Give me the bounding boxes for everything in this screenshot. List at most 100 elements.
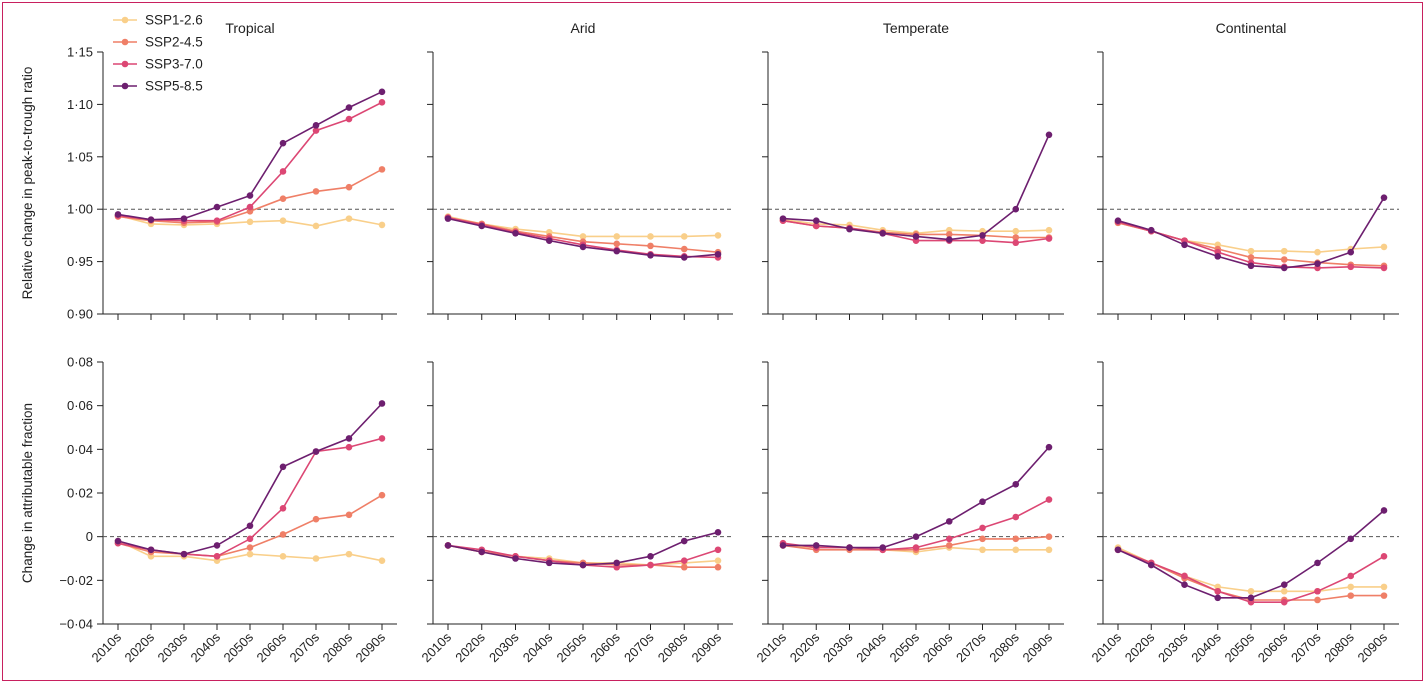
data-point-ssp5-8-5-arid-row-2 <box>613 559 621 567</box>
data-point-ssp3-7-0-tropical-row-2 <box>279 504 287 512</box>
data-point-ssp5-8-5-arid-row-2 <box>579 561 587 569</box>
x-tick-label: 2020s <box>787 629 823 665</box>
data-point-ssp3-7-0-temperate-row-2 <box>1012 513 1020 521</box>
data-point-ssp5-8-5-continental-row-1 <box>1247 262 1255 270</box>
data-point-ssp2-4-5-tropical-row-2 <box>312 515 320 523</box>
data-point-ssp5-8-5-continental-row-2 <box>1147 561 1155 569</box>
data-point-ssp5-8-5-temperate-row-1 <box>812 217 820 225</box>
data-point-ssp1-2-6-continental-row-1 <box>1280 247 1288 255</box>
data-point-ssp1-2-6-continental-row-2 <box>1280 587 1288 595</box>
x-tick-label: 2070s <box>953 629 989 665</box>
x-tick-label: 2060s <box>253 629 289 665</box>
x-tick-label: 2010s <box>753 629 789 665</box>
series-line-ssp5-8-5-tropical-row-1 <box>117 91 383 221</box>
data-point-ssp1-2-6-arid-row-1 <box>579 233 587 240</box>
data-point-ssp3-7-0-continental-row-2 <box>1380 553 1388 560</box>
data-point-ssp1-2-6-arid-row-1 <box>714 232 722 239</box>
x-tick-label: 2040s <box>1188 629 1224 665</box>
data-point-ssp2-4-5-tropical-row-1 <box>279 195 287 203</box>
data-point-ssp1-2-6-tropical-row-2 <box>345 550 353 558</box>
data-point-ssp5-8-5-tropical-row-1 <box>180 215 188 222</box>
data-point-ssp5-8-5-tropical-row-1 <box>147 216 155 223</box>
data-point-ssp3-7-0-continental-row-2 <box>1314 587 1321 595</box>
data-point-ssp3-7-0-continental-row-1 <box>1380 264 1388 272</box>
data-point-ssp5-8-5-continental-row-2 <box>1280 581 1288 588</box>
data-point-ssp5-8-5-temperate-row-2 <box>1012 480 1020 488</box>
data-point-ssp5-8-5-continental-row-1 <box>1280 264 1288 272</box>
data-point-ssp3-7-0-temperate-row-2 <box>979 524 986 532</box>
data-point-ssp5-8-5-tropical-row-1 <box>114 211 122 218</box>
data-point-ssp5-8-5-arid-row-1 <box>444 215 452 222</box>
data-point-ssp5-8-5-arid-row-1 <box>647 252 654 259</box>
x-tick-label: 2020s <box>1122 629 1158 665</box>
x-tick-label: 2040s <box>187 629 223 665</box>
x-tick-label: 2050s <box>553 629 589 665</box>
data-point-ssp5-8-5-arid-row-2 <box>714 529 722 536</box>
data-point-ssp5-8-5-tropical-row-1 <box>378 88 386 96</box>
data-point-ssp5-8-5-tropical-row-2 <box>180 550 188 558</box>
data-point-ssp1-2-6-tropical-row-2 <box>378 557 386 564</box>
data-point-ssp5-8-5-tropical-row-1 <box>279 139 287 147</box>
data-point-ssp5-8-5-arid-row-1 <box>680 254 688 261</box>
panel-title-continental: Continental <box>1216 20 1287 36</box>
data-point-ssp3-7-0-temperate-row-2 <box>912 544 920 551</box>
data-point-ssp5-8-5-temperate-row-2 <box>1045 443 1053 451</box>
data-point-ssp5-8-5-arid-row-1 <box>478 222 486 230</box>
data-point-ssp5-8-5-temperate-row-1 <box>779 215 787 222</box>
data-point-ssp5-8-5-arid-row-1 <box>512 230 519 237</box>
data-point-ssp3-7-0-tropical-row-2 <box>345 443 353 451</box>
data-point-ssp5-8-5-tropical-row-1 <box>213 203 221 211</box>
data-point-ssp5-8-5-temperate-row-2 <box>879 544 887 551</box>
x-tick-label: 2010s <box>88 629 124 665</box>
data-point-ssp5-8-5-tropical-row-2 <box>378 400 386 407</box>
data-point-ssp5-8-5-continental-row-2 <box>1347 535 1355 543</box>
data-point-ssp1-2-6-tropical-row-1 <box>345 215 353 222</box>
data-point-ssp1-2-6-continental-row-1 <box>1380 243 1388 251</box>
data-point-ssp2-4-5-continental-row-2 <box>1347 592 1355 599</box>
data-point-ssp1-2-6-tropical-row-2 <box>312 555 320 562</box>
series-line-ssp5-8-5-temperate-row-2 <box>783 446 1050 549</box>
data-point-ssp2-4-5-arid-row-1 <box>680 245 688 253</box>
data-point-ssp5-8-5-tropical-row-1 <box>246 192 254 199</box>
y-tick-label: 0·08 <box>67 355 93 370</box>
x-tick-label: 2090s <box>1019 629 1055 665</box>
data-point-ssp3-7-0-continental-row-1 <box>1347 263 1355 271</box>
data-point-ssp5-8-5-temperate-row-1 <box>1045 131 1053 139</box>
data-point-ssp5-8-5-arid-row-1 <box>579 243 587 251</box>
data-point-ssp1-2-6-temperate-row-1 <box>1012 227 1020 235</box>
data-point-ssp3-7-0-arid-row-2 <box>647 561 654 569</box>
data-point-ssp1-2-6-tropical-row-1 <box>279 217 287 225</box>
x-tick-label: 2090s <box>688 629 724 665</box>
x-tick-label: 2010s <box>418 629 454 665</box>
data-point-ssp5-8-5-tropical-row-1 <box>312 122 320 129</box>
x-tick-label: 2050s <box>220 629 256 665</box>
legend-label-ssp1-2-6: SSP1-2.6 <box>145 13 203 28</box>
legend-label-ssp2-4-5: SSP2-4.5 <box>145 35 203 50</box>
y-tick-label: 0·95 <box>67 254 93 269</box>
data-point-ssp5-8-5-temperate-row-1 <box>945 236 953 243</box>
x-tick-label: 2040s <box>520 629 556 665</box>
data-point-ssp3-7-0-temperate-row-2 <box>945 535 953 543</box>
y-tick-label: 0 <box>86 529 93 544</box>
x-tick-label: 2060s <box>1255 629 1291 665</box>
data-point-ssp5-8-5-continental-row-2 <box>1380 507 1388 514</box>
data-point-ssp5-8-5-tropical-row-2 <box>213 542 221 549</box>
data-point-ssp1-2-6-tropical-row-2 <box>279 553 287 560</box>
data-point-ssp5-8-5-arid-row-2 <box>680 537 688 545</box>
data-point-ssp3-7-0-tropical-row-1 <box>345 115 353 123</box>
data-point-ssp3-7-0-temperate-row-1 <box>1012 239 1020 247</box>
data-point-ssp2-4-5-continental-row-2 <box>1380 592 1388 599</box>
x-tick-label: 2030s <box>486 629 522 665</box>
data-point-ssp5-8-5-continental-row-2 <box>1247 594 1255 602</box>
data-point-ssp1-2-6-arid-row-1 <box>613 233 621 240</box>
data-point-ssp5-8-5-arid-row-1 <box>545 237 553 244</box>
data-point-ssp1-2-6-temperate-row-2 <box>1045 546 1053 554</box>
x-tick-label: 2020s <box>121 629 157 665</box>
data-point-ssp2-4-5-temperate-row-1 <box>1012 234 1020 241</box>
data-point-ssp2-4-5-arid-row-2 <box>680 563 688 571</box>
data-point-ssp5-8-5-temperate-row-2 <box>945 518 953 525</box>
data-point-ssp3-7-0-continental-row-2 <box>1181 572 1188 580</box>
x-tick-label: 2080s <box>1321 629 1357 665</box>
data-point-ssp2-4-5-tropical-row-1 <box>312 188 320 195</box>
